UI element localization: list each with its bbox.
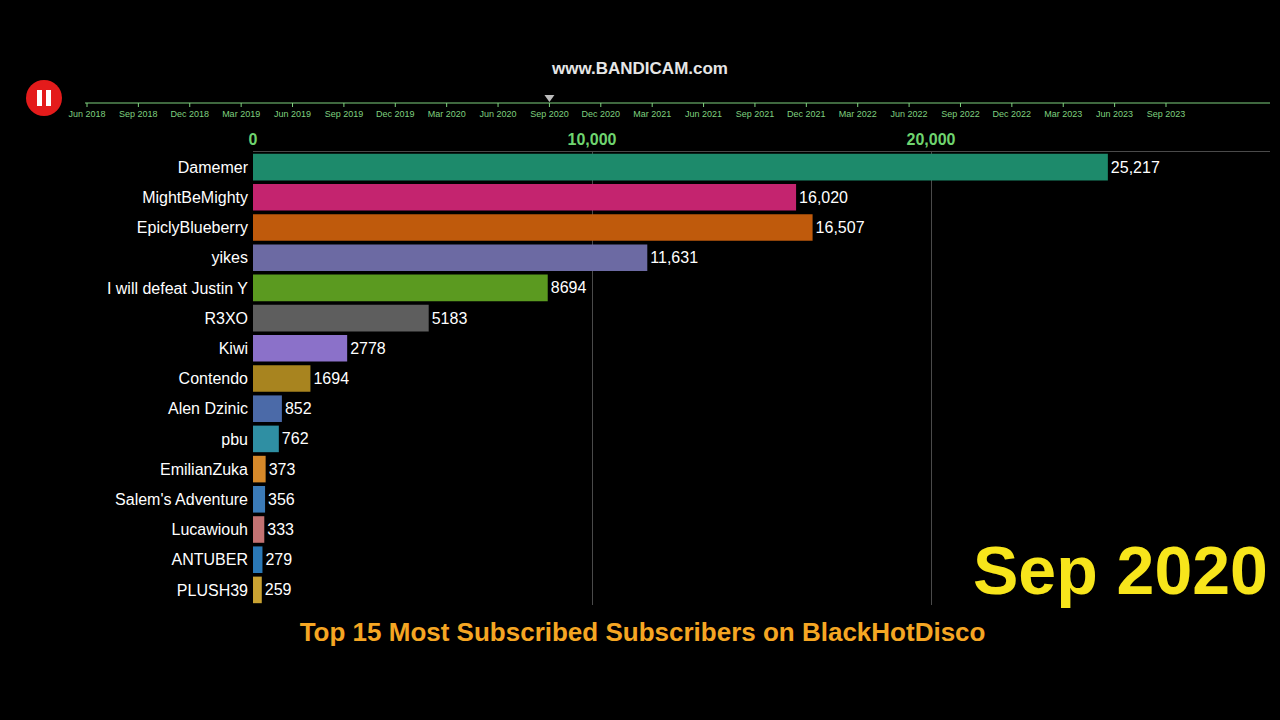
svg-text:762: 762 (282, 430, 309, 447)
svg-text:259: 259 (265, 581, 292, 598)
svg-text:yikes: yikes (212, 249, 248, 266)
svg-text:852: 852 (285, 400, 312, 417)
svg-text:279: 279 (265, 551, 292, 568)
svg-text:Mar 2021: Mar 2021 (633, 109, 671, 119)
svg-text:10,000: 10,000 (568, 131, 617, 148)
svg-text:Dec 2019: Dec 2019 (376, 109, 415, 119)
svg-text:Dec 2018: Dec 2018 (170, 109, 209, 119)
svg-text:Contendo: Contendo (179, 370, 248, 387)
svg-text:1694: 1694 (313, 370, 349, 387)
svg-text:356: 356 (268, 491, 295, 508)
svg-text:EpiclyBlueberry: EpiclyBlueberry (137, 219, 248, 236)
svg-text:Salem's Adventure: Salem's Adventure (115, 491, 248, 508)
svg-text:11,631: 11,631 (650, 249, 698, 266)
svg-text:Dec 2020: Dec 2020 (582, 109, 621, 119)
svg-text:Sep 2023: Sep 2023 (1147, 109, 1186, 119)
svg-text:Top 15 Most Subscribed Subscri: Top 15 Most Subscribed Subscribers on Bl… (300, 617, 986, 647)
svg-text:pbu: pbu (221, 431, 248, 448)
svg-text:Sep 2021: Sep 2021 (736, 109, 775, 119)
svg-text:I will defeat Justin Y: I will defeat Justin Y (107, 280, 248, 297)
svg-text:Dec 2022: Dec 2022 (993, 109, 1032, 119)
svg-text:Sep 2022: Sep 2022 (941, 109, 980, 119)
svg-text:0: 0 (249, 131, 258, 148)
svg-text:MightBeMighty: MightBeMighty (142, 189, 248, 206)
svg-text:8694: 8694 (551, 279, 587, 296)
svg-text:Jun 2022: Jun 2022 (891, 109, 928, 119)
svg-text:Alen Dzinic: Alen Dzinic (168, 400, 248, 417)
svg-text:Jun 2018: Jun 2018 (68, 109, 105, 119)
svg-text:Sep 2020: Sep 2020 (530, 109, 569, 119)
svg-text:Damemer: Damemer (178, 159, 249, 176)
svg-text:Jun 2019: Jun 2019 (274, 109, 311, 119)
svg-text:Sep 2020: Sep 2020 (973, 532, 1268, 608)
svg-text:Sep 2018: Sep 2018 (119, 109, 158, 119)
svg-text:333: 333 (267, 521, 294, 538)
svg-text:16,020: 16,020 (799, 189, 848, 206)
svg-text:20,000: 20,000 (907, 131, 956, 148)
svg-text:PLUSH39: PLUSH39 (177, 582, 248, 599)
svg-text:373: 373 (269, 461, 296, 478)
svg-text:2778: 2778 (350, 340, 386, 357)
svg-text:Mar 2020: Mar 2020 (428, 109, 466, 119)
svg-text:Mar 2023: Mar 2023 (1044, 109, 1082, 119)
svg-text:ANTUBER: ANTUBER (172, 551, 248, 568)
svg-text:Jun 2021: Jun 2021 (685, 109, 722, 119)
svg-text:Mar 2019: Mar 2019 (222, 109, 260, 119)
svg-text:EmilianZuka: EmilianZuka (160, 461, 248, 478)
svg-text:25,217: 25,217 (1111, 159, 1160, 176)
svg-text:R3XO: R3XO (204, 310, 248, 327)
svg-text:16,507: 16,507 (816, 219, 865, 236)
svg-text:www.BANDICAM.com: www.BANDICAM.com (551, 59, 728, 78)
svg-text:Sep 2019: Sep 2019 (325, 109, 364, 119)
svg-text:Mar 2022: Mar 2022 (839, 109, 877, 119)
svg-text:Jun 2020: Jun 2020 (480, 109, 517, 119)
svg-text:5183: 5183 (432, 310, 468, 327)
svg-text:Dec 2021: Dec 2021 (787, 109, 826, 119)
svg-text:Lucawiouh: Lucawiouh (172, 521, 249, 538)
svg-text:Jun 2023: Jun 2023 (1096, 109, 1133, 119)
svg-text:Kiwi: Kiwi (219, 340, 248, 357)
